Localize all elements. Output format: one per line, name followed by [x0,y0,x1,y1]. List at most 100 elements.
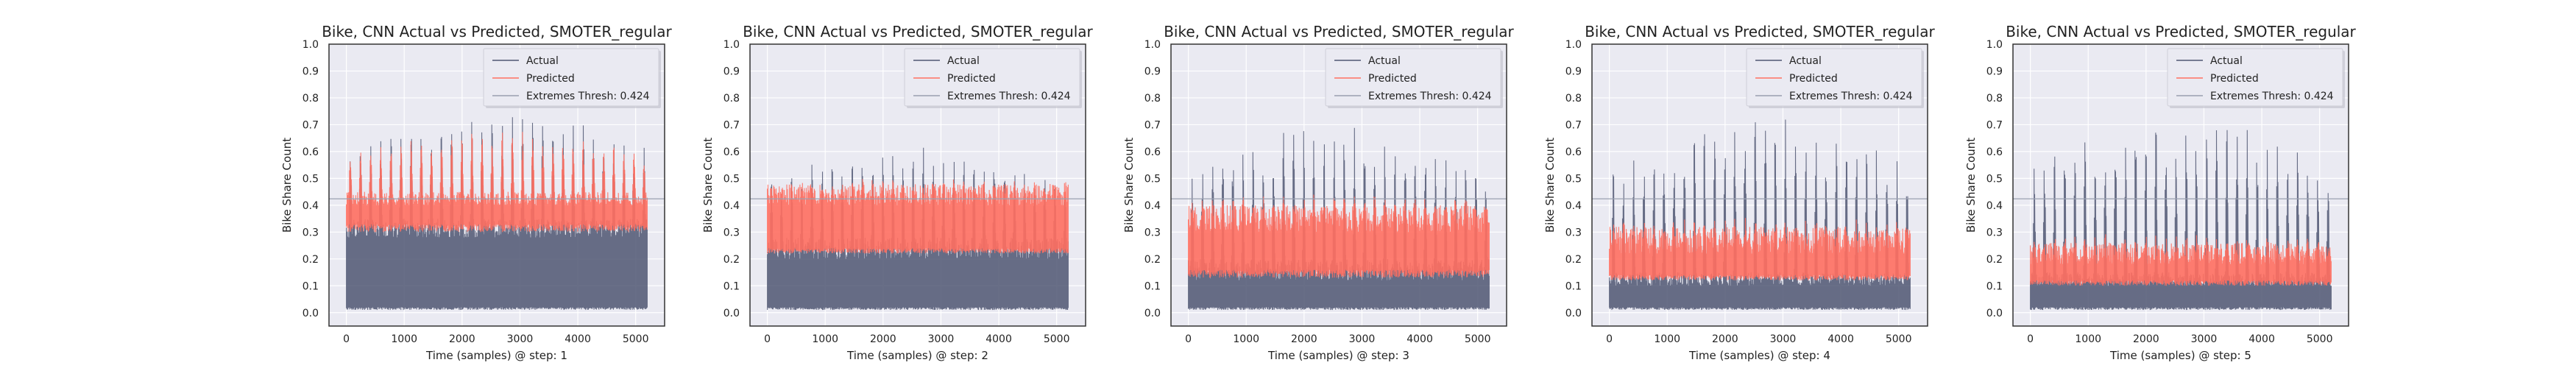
y-tick-label: 0.2 [1565,254,1582,266]
legend-label: Predicted [1789,73,1838,85]
x-axis-label: Time (samples) @ step: 2 [846,349,988,362]
y-tick-label: 0.7 [302,119,319,131]
y-tick-label: 0.2 [302,254,319,266]
y-tick-label: 0.0 [1565,308,1582,319]
legend-box [2167,48,2343,107]
y-tick-label: 0.7 [723,119,740,131]
x-tick-label: 3000 [1770,333,1797,345]
y-tick-label: 0.7 [1565,119,1582,131]
y-tick-label: 0.2 [723,254,740,266]
y-tick-label: 0.2 [1144,254,1161,266]
x-tick-label: 0 [1606,333,1613,345]
x-tick-label: 2000 [870,333,896,345]
x-tick-label: 0 [1185,333,1192,345]
x-tick-label: 4000 [986,333,1012,345]
y-tick-label: 0.1 [1565,280,1582,292]
plot-frame [2012,43,2349,327]
y-tick-label: 1.0 [723,39,740,51]
x-tick-label: 4000 [2248,333,2275,345]
y-tick-label: 0.9 [1144,66,1161,77]
legend: Actual Predicted Extremes Thresh: 0.424 [1746,48,1924,108]
series-predicted [2030,234,2332,286]
legend-label: Predicted [947,73,996,85]
x-tick-label: 1000 [1654,333,1680,345]
y-tick-label: 0.1 [1144,280,1161,292]
y-tick-label: 1.0 [1986,39,2003,51]
y-tick-label: 0.5 [1144,173,1161,185]
legend-label: Predicted [2210,73,2259,85]
legend: Actual Predicted Extremes Thresh: 0.424 [2167,48,2345,108]
y-tick-label: 0.3 [1986,227,2003,238]
y-tick-label: 0.7 [1986,119,2003,131]
y-tick-label: 0.0 [723,308,740,319]
y-axis-label: Bike Share Count [1543,138,1557,233]
y-tick-label: 0.4 [1144,200,1161,212]
y-tick-label: 0.3 [1565,227,1582,238]
legend-box [483,48,659,107]
y-tick-label: 0.3 [302,227,319,238]
x-tick-label: 5000 [623,333,649,345]
series-predicted [767,179,1069,254]
x-tick-label: 1000 [812,333,838,345]
y-tick-label: 0.4 [1986,200,2003,212]
series-group [767,147,1069,311]
y-tick-label: 0.8 [1565,93,1582,105]
legend-label: Extremes Thresh: 0.424 [947,91,1071,102]
y-tick-label: 0.1 [723,280,740,292]
y-axis-label: Bike Share Count [1122,138,1136,233]
x-tick-label: 3000 [2191,333,2218,345]
y-tick-label: 0.0 [302,308,319,319]
x-tick-label: 5000 [1044,333,1070,345]
legend: Actual Predicted Extremes Thresh: 0.424 [483,48,661,108]
legend-label: Extremes Thresh: 0.424 [1789,91,1913,102]
y-tick-label: 0.9 [302,66,319,77]
legend-label: Actual [947,55,980,67]
y-tick-label: 0.6 [1144,146,1161,158]
x-axis-label: Time (samples) @ step: 1 [425,349,567,362]
y-axis-label: Bike Share Count [1964,138,1978,233]
series-predicted [346,132,648,233]
series-group [346,117,648,311]
chart-title: Bike, CNN Actual vs Predicted, SMOTER_re… [322,23,672,40]
chart-panel-2: 0.0 0.1 0.2 0.3 0.4 0.5 0.6 0.7 0.8 0.9 1.0 0 1000 20… [701,23,1094,362]
y-tick-label: 1.0 [1565,39,1582,51]
chart-title: Bike, CNN Actual vs Predicted, SMOTER_re… [2006,23,2356,40]
x-tick-label: 3000 [507,333,534,345]
plot-frame [1170,43,1507,327]
y-tick-label: 0.6 [302,146,319,158]
legend: Actual Predicted Extremes Thresh: 0.424 [1325,48,1503,108]
legend-label: Actual [2210,55,2243,67]
chart-panel-3: 0.0 0.1 0.2 0.3 0.4 0.5 0.6 0.7 0.8 0.9 1.0 0 1000 20… [1122,23,1515,362]
x-tick-label: 4000 [565,333,591,345]
legend-label: Extremes Thresh: 0.424 [526,91,650,102]
y-tick-label: 1.0 [1144,39,1161,51]
chart-panel-4: 0.0 0.1 0.2 0.3 0.4 0.5 0.6 0.7 0.8 0.9 1.0 0 1000 20… [1543,23,1936,362]
legend-label: Extremes Thresh: 0.424 [2210,91,2334,102]
legend-box [1746,48,1922,107]
x-tick-label: 1000 [2075,333,2101,345]
x-tick-label: 3000 [1349,333,1376,345]
x-axis-label: Time (samples) @ step: 3 [1267,349,1409,362]
legend-label: Extremes Thresh: 0.424 [1368,91,1492,102]
legend-label: Actual [526,55,559,67]
x-tick-label: 2000 [449,333,475,345]
y-tick-label: 0.5 [1986,173,2003,185]
x-tick-label: 4000 [1406,333,1433,345]
y-tick-label: 0.9 [1986,66,2003,77]
x-tick-label: 0 [2027,333,2034,345]
y-tick-label: 0.8 [723,93,740,105]
x-tick-label: 0 [343,333,350,345]
series-actual [346,117,648,311]
x-tick-label: 1000 [1233,333,1259,345]
series-predicted [1188,194,1490,278]
y-tick-label: 0.1 [1986,280,2003,292]
y-tick-label: 0.6 [1565,146,1582,158]
chart-title: Bike, CNN Actual vs Predicted, SMOTER_re… [1164,23,1514,40]
x-axis-label: Time (samples) @ step: 4 [1688,349,1830,362]
y-tick-label: 0.0 [1144,308,1161,319]
legend-box [1325,48,1501,107]
series-group [2030,130,2332,311]
series-group [1609,119,1911,311]
legend-label: Predicted [526,73,575,85]
